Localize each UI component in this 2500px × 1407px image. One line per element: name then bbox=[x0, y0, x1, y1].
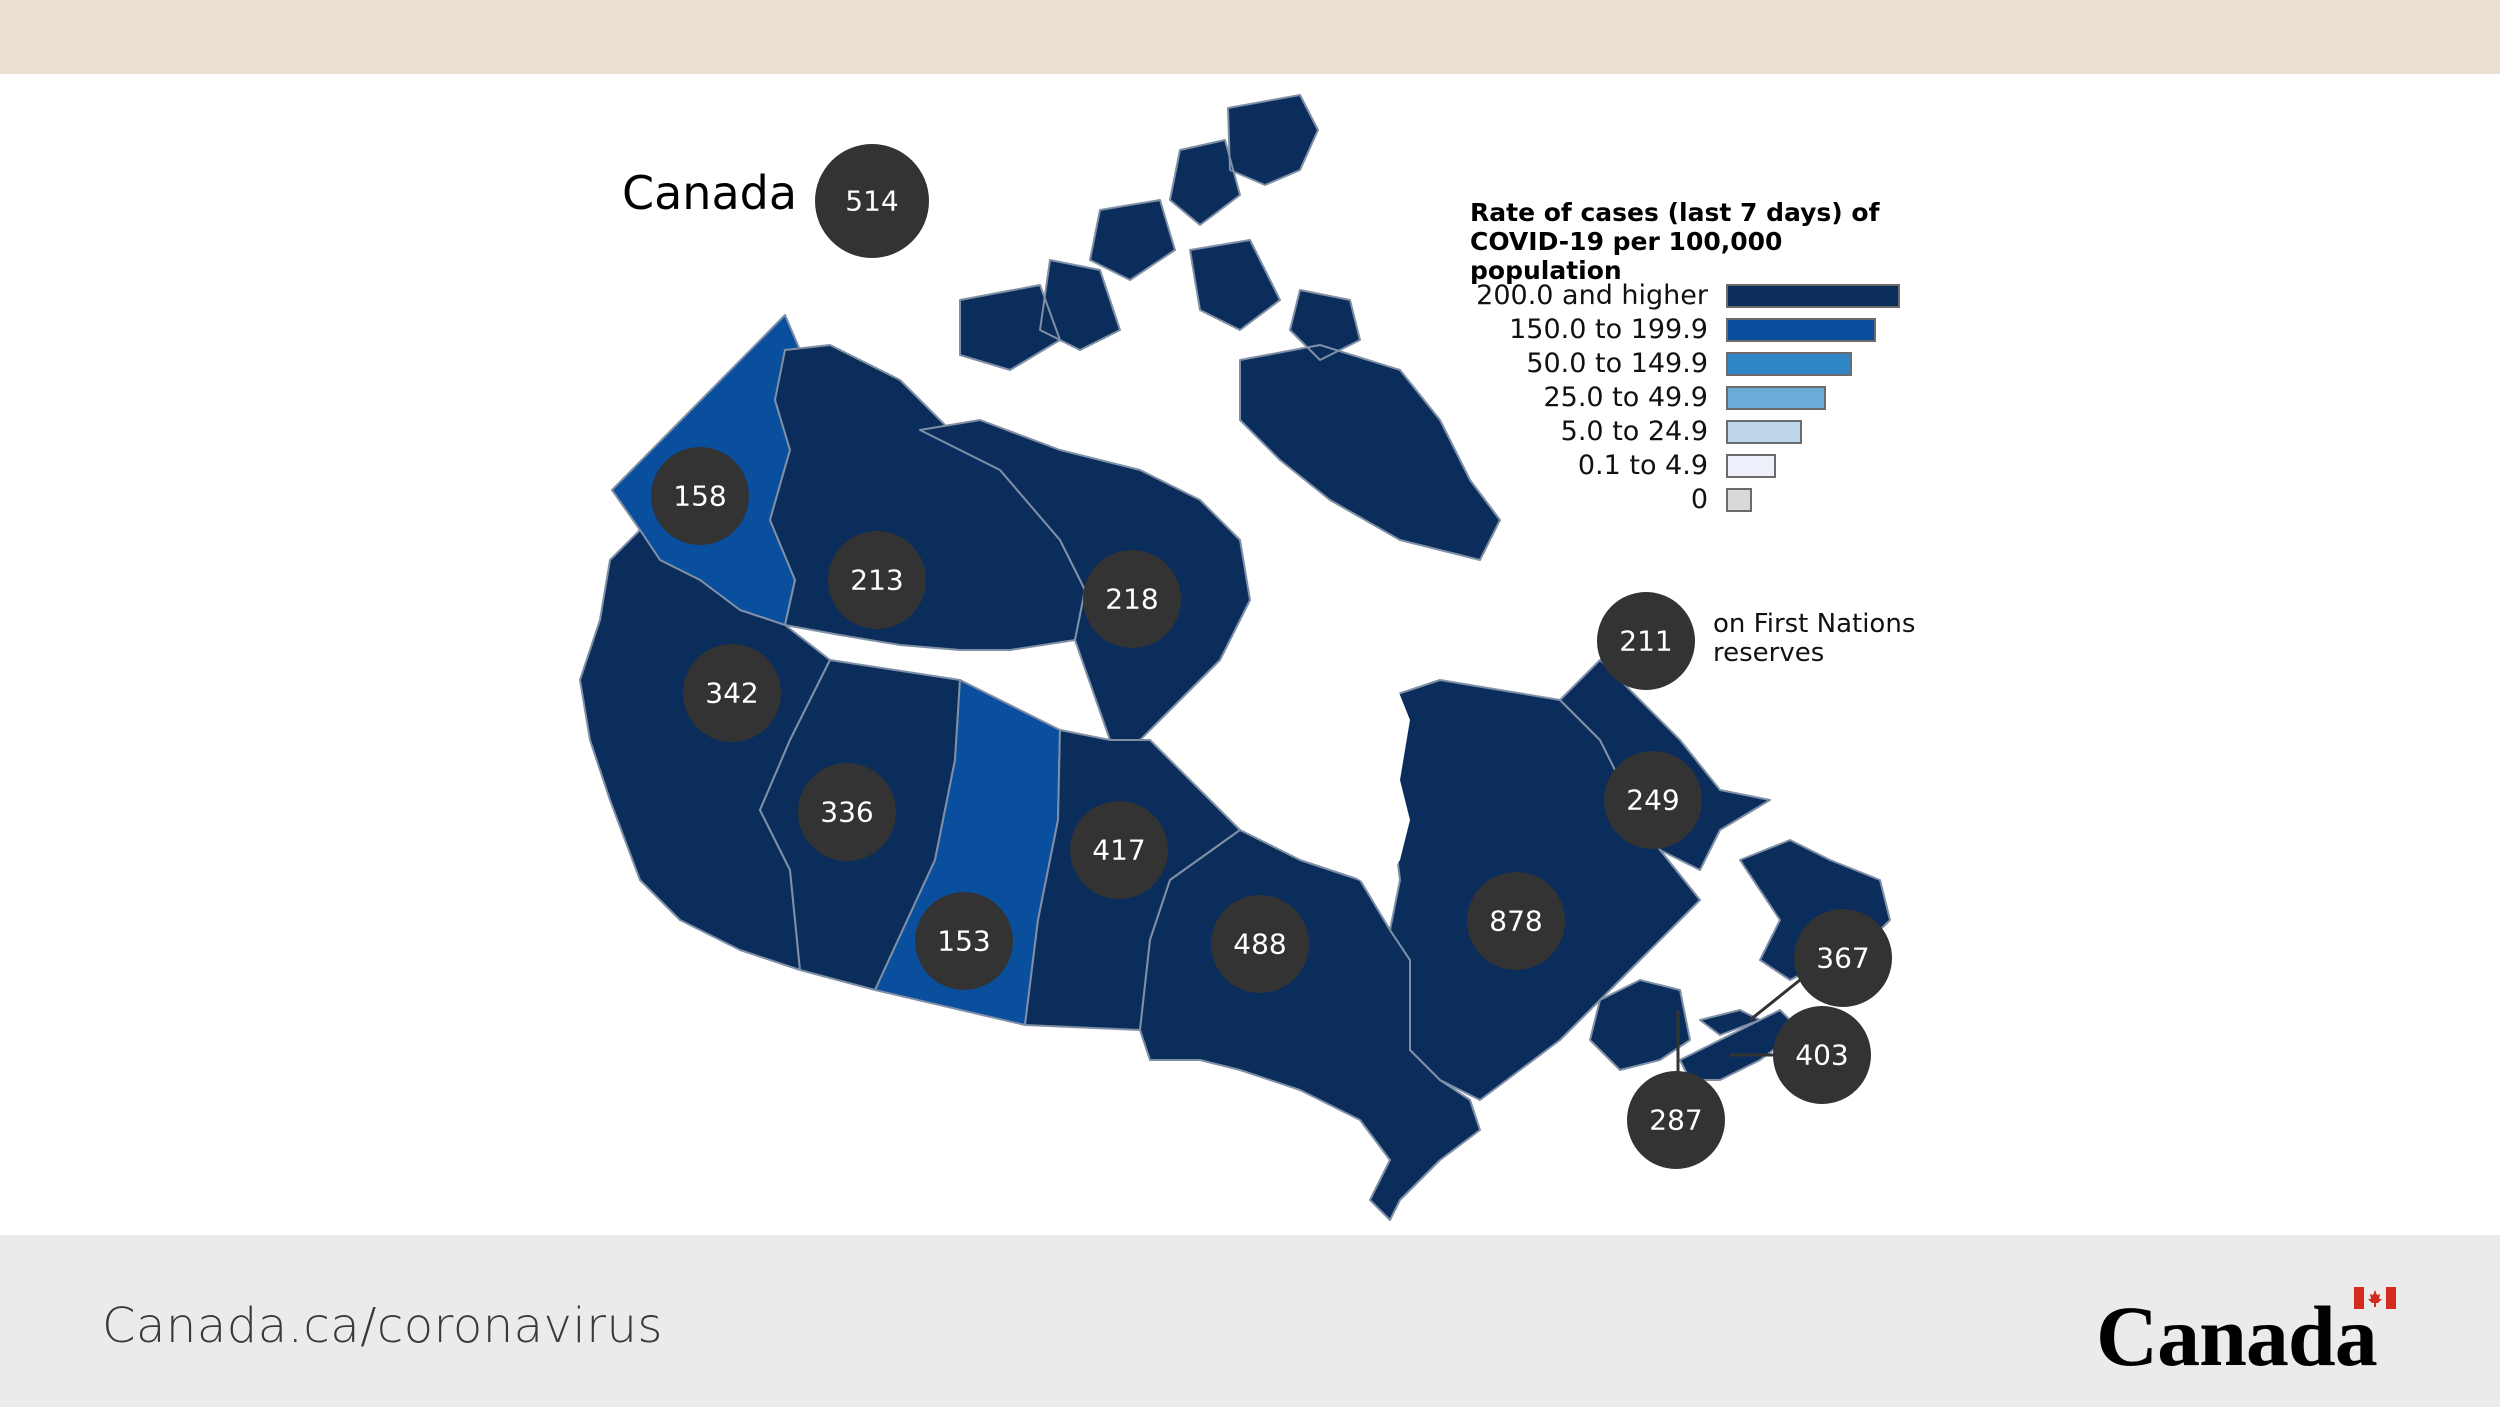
legend-swatch-0-1-4-9 bbox=[1726, 454, 1776, 478]
rate-bubble-alberta: 336 bbox=[798, 763, 896, 861]
first-nations-label: on First Nations reserves bbox=[1713, 610, 1933, 668]
legend-swatch-5-24 bbox=[1726, 420, 1802, 444]
rate-bubble-ontario: 488 bbox=[1211, 895, 1309, 993]
national-rate-bubble: 514 bbox=[815, 144, 929, 258]
svg-text:287: 287 bbox=[1649, 1104, 1702, 1137]
rate-bubble-nova-scotia: 403 bbox=[1773, 1006, 1871, 1104]
legend-swatch-50-149 bbox=[1726, 352, 1852, 376]
svg-text:249: 249 bbox=[1626, 784, 1679, 817]
top-banner bbox=[0, 0, 2500, 74]
svg-text:218: 218 bbox=[1105, 583, 1158, 616]
legend-swatch-zero bbox=[1726, 488, 1752, 512]
footer-bar bbox=[0, 1235, 2500, 1407]
svg-text:342: 342 bbox=[705, 677, 758, 710]
svg-text:403: 403 bbox=[1795, 1039, 1848, 1072]
national-rate-text: 514 bbox=[845, 185, 898, 218]
svg-text:211: 211 bbox=[1619, 625, 1672, 658]
legend-swatch-200-plus bbox=[1726, 284, 1900, 308]
legend-swatch-25-49 bbox=[1726, 386, 1826, 410]
svg-text:488: 488 bbox=[1233, 928, 1286, 961]
svg-text:336: 336 bbox=[820, 796, 873, 829]
legend-label-150-199: 150.0 to 199.9 bbox=[1509, 314, 1708, 345]
svg-text:878: 878 bbox=[1489, 905, 1542, 938]
rate-bubble-yukon: 158 bbox=[651, 447, 749, 545]
rate-bubble-northwest-territories: 213 bbox=[828, 531, 926, 629]
svg-text:213: 213 bbox=[850, 564, 903, 597]
region-prince-edward-island[interactable] bbox=[1699, 1009, 1761, 1036]
legend-swatch-150-199 bbox=[1726, 318, 1876, 342]
rate-bubble-quebec: 878 bbox=[1467, 872, 1565, 970]
hudson-bay bbox=[1200, 660, 1410, 890]
legend-title-line2: COVID-19 per 100,000 population bbox=[1470, 227, 1783, 285]
region-nunavut-mainland[interactable] bbox=[919, 419, 1251, 741]
footer-url-link[interactable]: Canada.ca/coronavirus bbox=[102, 1298, 663, 1354]
region-nunavut-arctic-islands[interactable] bbox=[959, 94, 1501, 561]
legend-label-200-plus: 200.0 and higher bbox=[1476, 280, 1708, 311]
legend-label-25-49: 25.0 to 49.9 bbox=[1543, 382, 1708, 413]
rate-bubble-new-brunswick: 287 bbox=[1627, 1071, 1725, 1169]
rate-bubble-nunavut: 218 bbox=[1083, 550, 1181, 648]
region-new-brunswick[interactable] bbox=[1589, 979, 1691, 1071]
svg-text:158: 158 bbox=[673, 480, 726, 513]
svg-text:417: 417 bbox=[1092, 834, 1145, 867]
rate-bubble-british-columbia: 342 bbox=[683, 644, 781, 742]
legend-title-line1: Rate of cases (last 7 days) of bbox=[1470, 198, 1880, 227]
legend-label-0-1-4-9: 0.1 to 4.9 bbox=[1577, 450, 1708, 481]
canada-flag-icon bbox=[2354, 1287, 2396, 1309]
legend-title: Rate of cases (last 7 days) of COVID-19 … bbox=[1470, 198, 1940, 285]
pei-connector bbox=[1749, 978, 1801, 1022]
rate-bubble-saskatchewan: 153 bbox=[915, 892, 1013, 990]
legend-label-5-24: 5.0 to 24.9 bbox=[1560, 416, 1708, 447]
svg-text:153: 153 bbox=[937, 925, 990, 958]
first-nations-label-line1: on First Nations bbox=[1713, 609, 1916, 639]
rate-bubble-newfoundland-labrador: 249 bbox=[1604, 751, 1702, 849]
legend-label-50-149: 50.0 to 149.9 bbox=[1526, 348, 1708, 379]
map-title: Canada bbox=[622, 166, 798, 220]
rate-bubble-manitoba: 417 bbox=[1070, 801, 1168, 899]
rate-bubble-first-nations: 211 bbox=[1597, 592, 1695, 690]
first-nations-label-line2: reserves bbox=[1713, 638, 1825, 668]
svg-text:367: 367 bbox=[1816, 942, 1869, 975]
canada-wordmark: Canada bbox=[2096, 1288, 2378, 1384]
legend-label-zero: 0 bbox=[1690, 484, 1708, 515]
rate-bubble-prince-edward-island: 367 bbox=[1794, 909, 1892, 1007]
